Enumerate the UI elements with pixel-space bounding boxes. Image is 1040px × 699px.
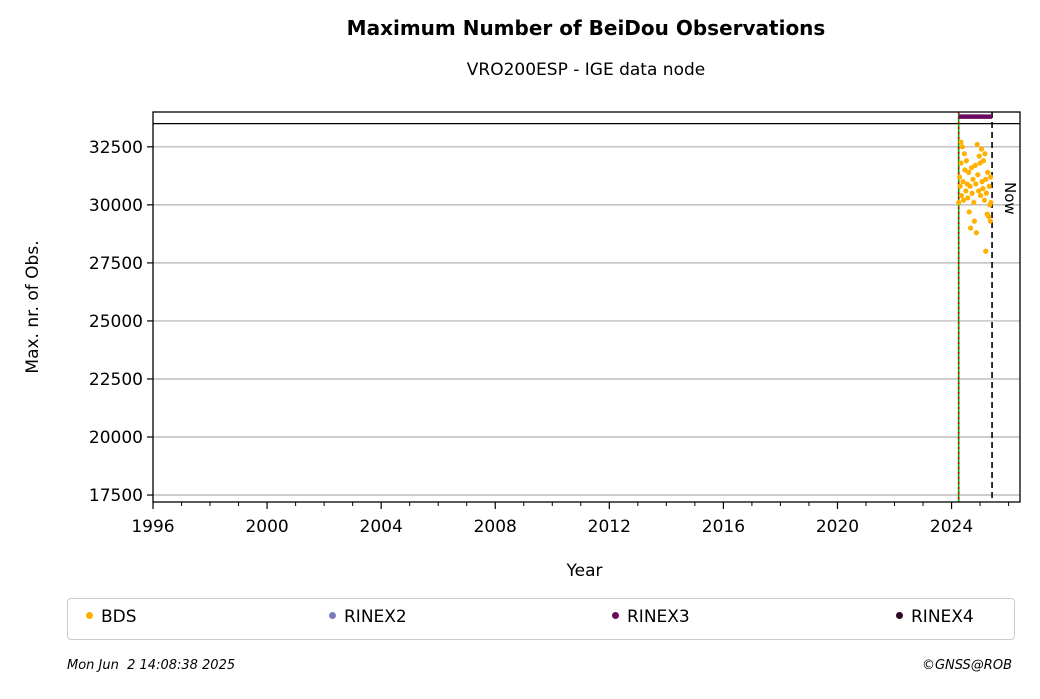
- x-tick-label: 2012: [588, 517, 631, 537]
- x-axis-label: Year: [566, 561, 603, 581]
- data-point-bds: [976, 188, 982, 194]
- data-point-bds: [973, 181, 979, 187]
- data-point-bds: [963, 158, 969, 164]
- data-point-bds: [981, 197, 987, 203]
- legend-label-rinex3: RINEX3: [627, 607, 690, 627]
- y-axis-label: Max. nr. of Obs.: [23, 240, 43, 373]
- data-point-bds: [956, 174, 963, 180]
- data-point-bds: [968, 165, 975, 171]
- legend-marker-rinex4: [896, 611, 903, 619]
- chart-title: Maximum Number of BeiDou Observations: [346, 16, 826, 40]
- footer-copyright: ©GNSS@ROB: [921, 658, 1012, 673]
- data-point-bds: [974, 141, 980, 148]
- data-point-bds: [971, 199, 977, 206]
- now-label: Now: [1001, 182, 1019, 215]
- data-point-bds: [965, 195, 971, 201]
- data-point-bds: [957, 183, 963, 189]
- data-point-bds: [963, 188, 969, 194]
- y-tick-label: 30000: [89, 196, 143, 216]
- y-tick-label: 22500: [89, 370, 143, 390]
- data-point-bds: [958, 192, 965, 199]
- x-tick-label: 2000: [245, 517, 288, 537]
- data-point-bds: [985, 169, 991, 175]
- data-point-bds: [979, 179, 985, 185]
- chart-subtitle: VRO200ESP - IGE data node: [466, 60, 706, 80]
- data-point-bds: [961, 151, 967, 157]
- plot-frame: [152, 111, 1021, 503]
- data-point-bds: [969, 190, 975, 196]
- data-point-bds: [980, 186, 986, 192]
- y-tick-label: 20000: [89, 428, 143, 448]
- legend-item-rinex4: RINEX4: [896, 607, 974, 627]
- legend-label-bds: BDS: [101, 607, 137, 627]
- legend-item-rinex3: RINEX3: [612, 607, 690, 627]
- data-point-bds: [983, 248, 989, 254]
- x-tick-label: 2020: [816, 517, 859, 537]
- data-point-bds: [968, 225, 974, 231]
- legend-marker-bds: [86, 611, 93, 619]
- x-tick-label: 2016: [702, 517, 745, 537]
- data-point-bds: [983, 176, 989, 182]
- data-point-bds: [970, 176, 976, 182]
- data-point-bds: [959, 144, 965, 150]
- data-point-bds: [958, 139, 964, 145]
- data-point-bds: [972, 162, 978, 168]
- data-point-bds: [962, 167, 968, 173]
- legend-marker-rinex3: [612, 611, 619, 619]
- y-tick-label: 17500: [89, 486, 143, 506]
- x-tick-label: 1996: [131, 517, 174, 537]
- data-point-bds: [988, 199, 994, 206]
- data-point-bds: [973, 230, 979, 236]
- y-tick-label: 32500: [89, 138, 143, 158]
- data-point-bds: [958, 160, 964, 166]
- data-point-bds: [988, 174, 994, 180]
- legend-item-rinex2: RINEX2: [329, 607, 407, 627]
- data-point-bds: [983, 190, 989, 196]
- data-point-bds: [960, 197, 967, 203]
- x-tick-label: 2004: [360, 517, 403, 537]
- data-point-bds: [986, 213, 992, 220]
- x-tick-label: 2024: [930, 517, 973, 537]
- legend-marker-rinex2: [329, 611, 336, 619]
- data-point-bds: [980, 158, 987, 164]
- y-tick-label: 25000: [89, 312, 143, 332]
- data-point-bds: [978, 146, 985, 152]
- legend-label-rinex4: RINEX4: [911, 607, 974, 627]
- data-point-bds: [971, 218, 977, 224]
- data-point-bds: [986, 183, 992, 189]
- data-point-bds: [956, 199, 962, 206]
- data-point-bds: [978, 192, 984, 199]
- y-tick-label: 27500: [89, 254, 143, 274]
- legend-item-bds: BDS: [86, 607, 137, 627]
- footer-timestamp: Mon Jun 2 14:08:38 2025: [67, 658, 236, 673]
- data-point-bds: [987, 218, 993, 224]
- legend-label-rinex2: RINEX2: [344, 607, 407, 627]
- data-point-bds: [960, 179, 966, 185]
- legend: BDS RINEX2 RINEX3 RINEX4: [67, 598, 1015, 640]
- data-point-bds: [966, 169, 972, 175]
- data-point-bds: [975, 172, 981, 178]
- data-point-bds: [967, 183, 973, 189]
- data-point-bds: [976, 153, 982, 159]
- x-tick-label: 2008: [474, 517, 517, 537]
- data-point-bds: [966, 209, 972, 215]
- data-point-bds: [982, 151, 988, 157]
